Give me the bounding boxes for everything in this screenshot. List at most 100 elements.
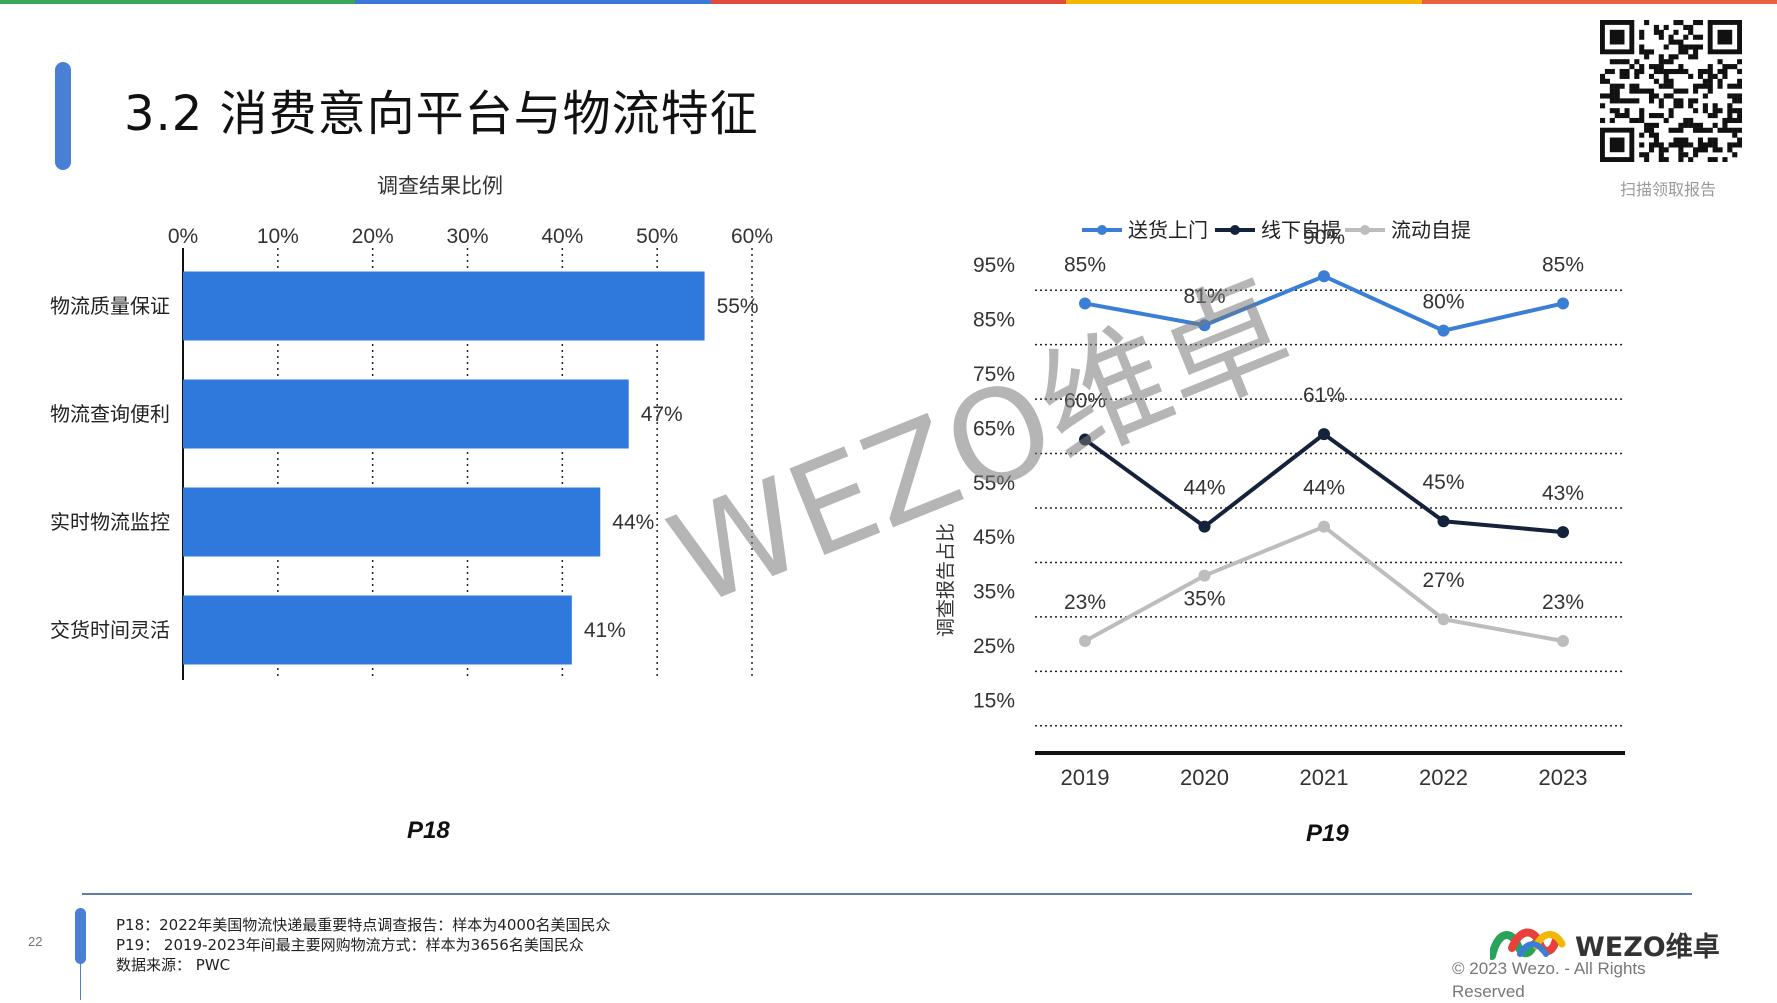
qr-module	[1707, 137, 1713, 143]
qr-module	[1707, 83, 1713, 89]
qr-module	[1614, 113, 1620, 119]
qr-module	[1722, 73, 1728, 79]
note-p18: P18：2022年美国物流快递最重要特点调查报告：样本为4000名美国民众	[116, 916, 611, 934]
qr-module	[1619, 68, 1625, 75]
qr-finder-core	[1609, 29, 1625, 45]
x-tick-label: 2022	[1419, 765, 1468, 785]
qr-module	[1619, 98, 1625, 104]
data-label: 44%	[1303, 477, 1345, 500]
chart-tag-p18: P18	[407, 817, 450, 844]
qr-module	[1600, 103, 1606, 109]
qr-module	[1683, 142, 1689, 148]
qr-module	[1604, 78, 1610, 84]
qr-module	[1688, 54, 1694, 60]
wezo-logo-icon[interactable]	[1490, 920, 1710, 966]
qr-module	[1639, 29, 1645, 35]
qr-module	[1644, 49, 1650, 55]
qr-module	[1688, 44, 1694, 50]
qr-module	[1737, 93, 1742, 99]
qr-module	[1658, 83, 1664, 89]
qr-module	[1648, 113, 1655, 119]
qr-module	[1624, 113, 1630, 119]
series-point	[1318, 520, 1330, 533]
qr-module	[1634, 117, 1640, 124]
qr-module	[1702, 147, 1708, 153]
qr-module	[1658, 103, 1664, 109]
qr-module	[1663, 147, 1669, 153]
qr-module	[1678, 44, 1684, 50]
qr-module	[1693, 49, 1699, 55]
qr-module	[1693, 54, 1699, 60]
qr-module	[1668, 68, 1674, 75]
data-label: 23%	[1542, 591, 1584, 614]
qr-module	[1648, 64, 1655, 70]
qr-module	[1658, 98, 1664, 104]
qr-module	[1732, 132, 1738, 138]
bar-value-label: 55%	[717, 295, 759, 318]
top-bar-seg-3	[710, 0, 1067, 4]
qr-module	[1668, 59, 1674, 65]
qr-module	[1624, 59, 1630, 65]
qr-module	[1624, 68, 1630, 75]
qr-module	[1697, 68, 1704, 75]
qr-code-icon[interactable]	[1600, 20, 1742, 162]
qr-module	[1707, 142, 1713, 148]
qr-module	[1697, 34, 1704, 40]
qr-module	[1712, 142, 1718, 148]
y-axis-label: 调查报告占比	[935, 523, 957, 637]
qr-module	[1727, 103, 1733, 109]
qr-module	[1663, 68, 1669, 75]
qr-module	[1697, 142, 1704, 148]
x-tick-label: 20%	[352, 225, 394, 248]
qr-module	[1653, 93, 1659, 99]
note-source: 数据来源： PWC	[116, 956, 231, 974]
qr-module	[1707, 64, 1713, 70]
x-tick-label: 0%	[168, 225, 198, 248]
qr-module	[1614, 59, 1620, 65]
qr-module	[1712, 113, 1718, 119]
qr-module	[1614, 83, 1620, 89]
qr-module	[1727, 117, 1733, 124]
qr-module	[1609, 68, 1615, 75]
qr-module	[1722, 127, 1728, 133]
qr-module	[1707, 127, 1713, 133]
qr-module	[1727, 64, 1733, 70]
qr-module	[1697, 73, 1704, 79]
qr-module	[1668, 83, 1674, 89]
qr-module	[1712, 137, 1718, 143]
qr-module	[1639, 142, 1645, 148]
qr-module	[1737, 137, 1742, 143]
qr-finder-core	[1609, 137, 1625, 153]
series-line	[1084, 274, 1564, 333]
qr-module	[1722, 64, 1728, 70]
qr-module	[1707, 78, 1713, 84]
qr-module	[1697, 83, 1704, 89]
qr-module	[1717, 59, 1723, 65]
qr-module	[1732, 93, 1738, 99]
qr-module	[1673, 54, 1679, 60]
qr-module	[1732, 152, 1738, 158]
qr-module	[1702, 78, 1708, 84]
qr-module	[1673, 29, 1679, 35]
qr-module	[1668, 93, 1674, 99]
qr-module	[1614, 88, 1620, 94]
qr-module	[1629, 83, 1635, 89]
qr-module	[1609, 93, 1615, 99]
qr-module	[1702, 68, 1708, 75]
qr-module	[1712, 157, 1718, 162]
bar-value-label: 41%	[584, 619, 626, 642]
qr-module	[1727, 83, 1733, 89]
chart-tag-p19: P19	[1306, 820, 1349, 847]
qr-module	[1673, 88, 1679, 94]
qr-module	[1634, 59, 1640, 65]
series-point	[1318, 270, 1330, 283]
qr-module	[1619, 83, 1625, 89]
bar	[183, 595, 572, 665]
qr-module	[1737, 98, 1742, 104]
data-label: 43%	[1542, 482, 1584, 505]
qr-module	[1609, 117, 1615, 124]
qr-module	[1644, 127, 1650, 133]
qr-module	[1697, 137, 1704, 143]
qr-module	[1693, 152, 1699, 158]
qr-module	[1658, 59, 1664, 65]
